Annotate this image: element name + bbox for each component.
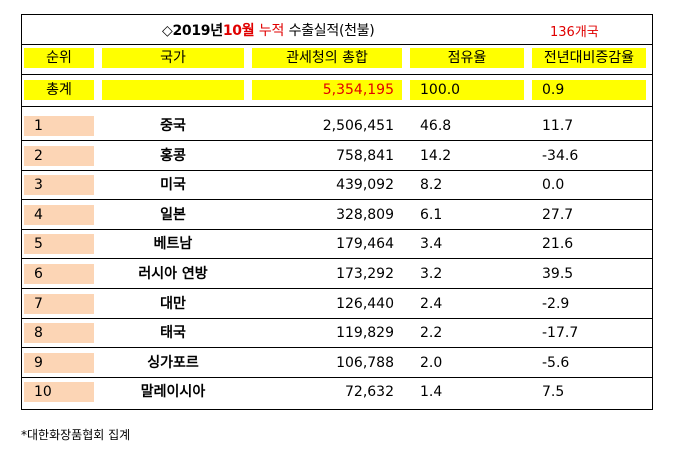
title-month: 10월	[222, 23, 255, 39]
title-cumulative: 누적	[258, 23, 285, 39]
share-cell: 3.2	[420, 266, 443, 282]
total-change: 0.9	[532, 80, 646, 100]
share-cell: 14.2	[420, 148, 452, 164]
amount-cell: 173,292	[336, 266, 394, 282]
country-cell: 홍콩	[160, 148, 186, 164]
change-cell: -5.6	[542, 355, 570, 371]
country-cell: 일본	[160, 207, 186, 223]
table-row: 10 말레이시아 72,632 1.4 7.5	[22, 380, 652, 404]
rank-cell: 5	[24, 234, 94, 254]
country-count: 136개국	[550, 25, 599, 40]
rank-cell: 8	[24, 323, 94, 343]
table-title-bar: ◇2019년10월 누적 수출실적(천불) 136개국	[22, 15, 652, 45]
country-cell: 태국	[160, 325, 186, 341]
table-row: 4 일본 328,809 6.1 27.7	[22, 203, 652, 227]
country-cell: 싱가포르	[147, 355, 199, 371]
row-divider	[22, 229, 652, 230]
header-country: 국가	[102, 48, 244, 68]
export-table: ◇2019년10월 누적 수출실적(천불) 136개국 순위 국가 관세청의 총…	[21, 14, 653, 410]
amount-cell: 106,788	[336, 355, 394, 371]
change-cell: 0.0	[542, 177, 565, 193]
row-divider	[22, 140, 652, 141]
rank-cell: 10	[24, 382, 94, 402]
table-title: ◇2019년10월 누적 수출실적(천불)	[162, 20, 375, 40]
amount-cell: 72,632	[345, 384, 394, 400]
table-row: 8 태국 119,829 2.2 -17.7	[22, 321, 652, 345]
row-divider	[22, 377, 652, 378]
table-row: 3 미국 439,092 8.2 0.0	[22, 173, 652, 197]
share-cell: 2.4	[420, 296, 443, 312]
rank-cell: 3	[24, 175, 94, 195]
change-cell: -17.7	[542, 325, 579, 341]
share-cell: 8.2	[420, 177, 443, 193]
row-divider	[22, 258, 652, 259]
amount-cell: 179,464	[336, 236, 394, 252]
rank-cell: 4	[24, 205, 94, 225]
header-change: 전년대비증감율	[532, 48, 646, 68]
rank-cell: 6	[24, 264, 94, 284]
amount-cell: 439,092	[336, 177, 394, 193]
country-cell: 베트남	[153, 236, 193, 252]
rank-cell: 7	[24, 294, 94, 314]
table-row: 2 홍콩 758,841 14.2 -34.6	[22, 144, 652, 168]
change-cell: 27.7	[542, 207, 574, 223]
table-row: 1 중국 2,506,451 46.8 11.7	[22, 114, 652, 138]
amount-cell: 2,506,451	[322, 118, 394, 134]
row-divider	[22, 199, 652, 200]
total-divider	[22, 106, 652, 107]
header-rank: 순위	[24, 48, 94, 68]
amount-cell: 328,809	[336, 207, 394, 223]
country-cell: 중국	[160, 118, 186, 134]
amount-cell: 758,841	[336, 148, 394, 164]
change-cell: 11.7	[542, 118, 574, 134]
table-row: 7 대만 126,440 2.4 -2.9	[22, 292, 652, 316]
total-row: 총계 5,354,195 100.0 0.9	[22, 78, 652, 102]
share-cell: 3.4	[420, 236, 443, 252]
change-cell: 39.5	[542, 266, 574, 282]
rank-cell: 2	[24, 146, 94, 166]
title-subject: 수출실적(천불)	[288, 23, 375, 39]
row-divider	[22, 288, 652, 289]
change-cell: 7.5	[542, 384, 565, 400]
share-cell: 2.2	[420, 325, 443, 341]
country-cell: 대만	[160, 296, 186, 312]
source-note: *대한화장품협회 집계	[21, 428, 131, 442]
change-cell: 21.6	[542, 236, 574, 252]
share-cell: 2.0	[420, 355, 443, 371]
total-country	[102, 80, 244, 100]
diamond-icon: ◇	[162, 23, 173, 39]
country-cell: 말레이시아	[140, 384, 206, 400]
change-cell: -2.9	[542, 296, 570, 312]
country-cell: 러시아 연방	[138, 266, 208, 282]
change-cell: -34.6	[542, 148, 579, 164]
row-divider	[22, 170, 652, 171]
total-share: 100.0	[410, 80, 524, 100]
title-year: 2019년	[172, 23, 223, 39]
table-row: 9 싱가포르 106,788 2.0 -5.6	[22, 351, 652, 375]
row-divider	[22, 347, 652, 348]
header-divider	[22, 74, 652, 75]
share-cell: 6.1	[420, 207, 443, 223]
header-row: 순위 국가 관세청의 총합 점유율 전년대비증감율	[22, 48, 652, 70]
share-cell: 46.8	[420, 118, 452, 134]
row-divider	[22, 318, 652, 319]
rank-cell: 1	[24, 116, 94, 136]
country-cell: 미국	[160, 177, 186, 193]
amount-cell: 126,440	[336, 296, 394, 312]
rank-cell: 9	[24, 353, 94, 373]
amount-cell: 119,829	[336, 325, 394, 341]
header-share: 점유율	[410, 48, 524, 68]
header-amount: 관세청의 총합	[252, 48, 402, 68]
table-row: 5 베트남 179,464 3.4 21.6	[22, 232, 652, 256]
table-row: 6 러시아 연방 173,292 3.2 39.5	[22, 262, 652, 286]
total-amount: 5,354,195	[252, 80, 402, 100]
share-cell: 1.4	[420, 384, 443, 400]
total-label: 총계	[24, 80, 94, 100]
